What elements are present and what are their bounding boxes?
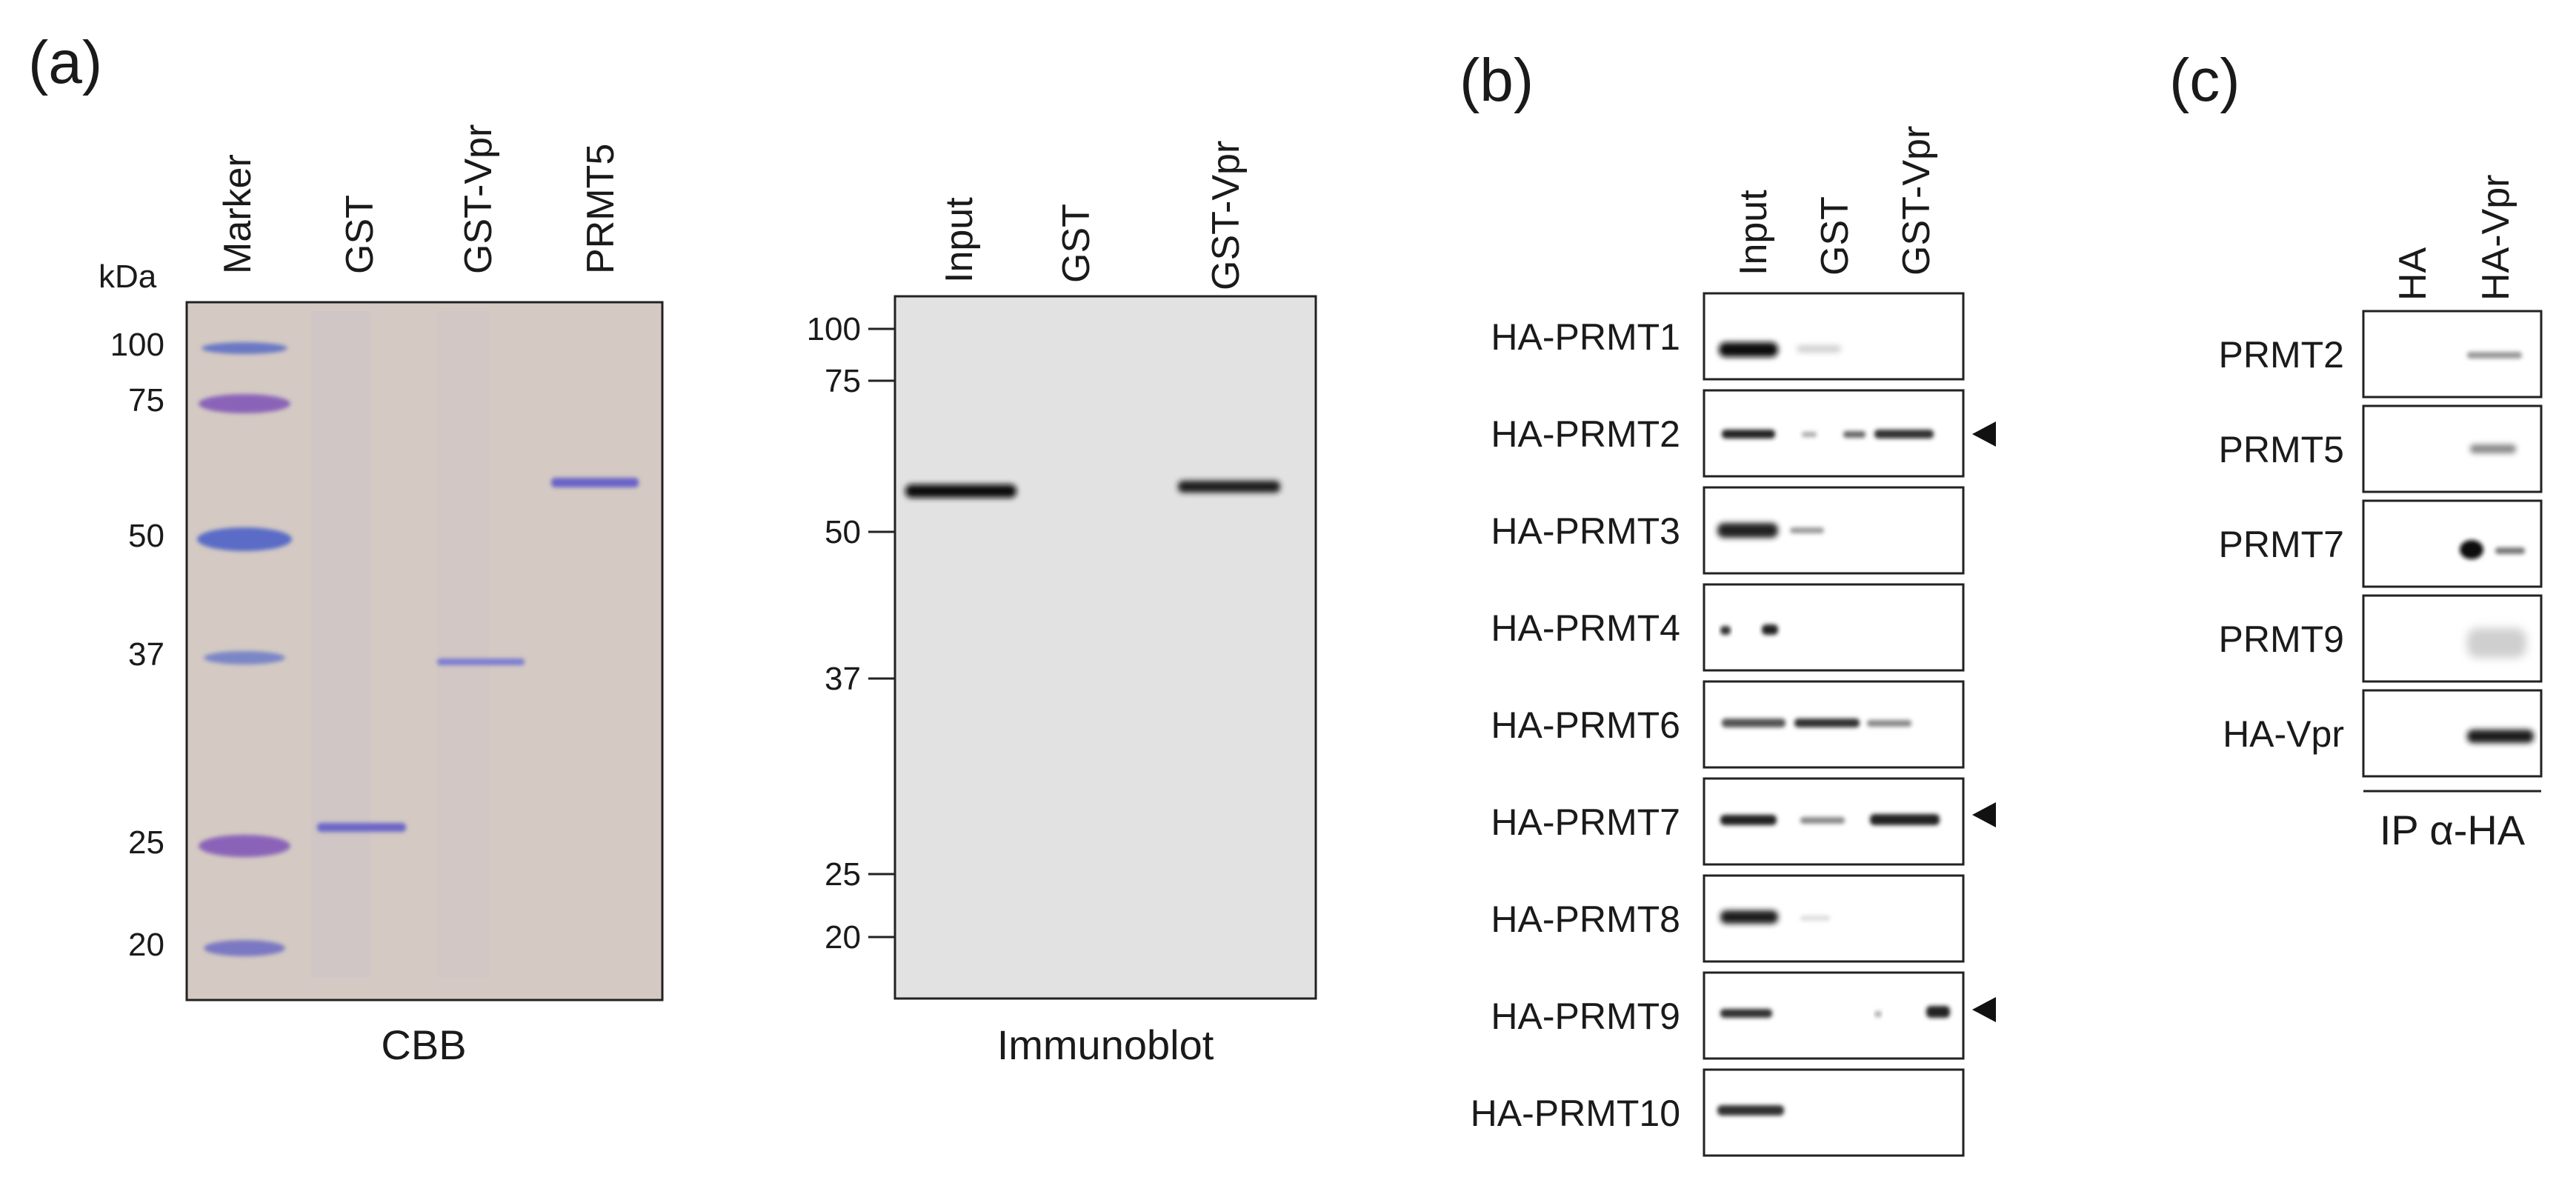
band: [1797, 345, 1841, 353]
cbb-band-gst: [317, 823, 406, 832]
band: [1802, 432, 1817, 437]
cbb-marker-label: 25: [128, 824, 164, 861]
pc-lane-label: HA: [2392, 247, 2434, 301]
cbb-smear: [311, 311, 489, 978]
ib-lane-label: GST-Vpr: [1205, 141, 1248, 290]
arrowhead-icon: [1972, 802, 1996, 827]
blot-box: [2362, 499, 2543, 588]
marker-band: [202, 342, 287, 354]
cbb-lane-label: Marker: [216, 154, 259, 274]
ib-marker-label: 20: [825, 919, 861, 956]
band: [1720, 1009, 1772, 1018]
band: [2495, 547, 2525, 554]
band: [1843, 431, 1866, 438]
ib-lane-label: Input: [938, 197, 981, 283]
pb-lane-label: GST: [1814, 196, 1857, 276]
pb-row-label: HA-PRMT4: [1491, 607, 1680, 649]
pc-row-label: PRMT2: [2219, 334, 2344, 376]
pc-blot-boxes: [2362, 310, 2543, 778]
ib-ticks: [868, 327, 895, 939]
panel-c-letter: (c): [2169, 47, 2240, 114]
cbb-marker-label: 20: [128, 927, 164, 963]
pb-row-label: HA-PRMT6: [1491, 704, 1680, 746]
pc-lane-label: HA-Vpr: [2475, 175, 2517, 301]
marker-band: [197, 527, 292, 551]
band: [1874, 1011, 1882, 1017]
band: [1719, 342, 1778, 357]
cbb-marker-label: 50: [128, 518, 164, 554]
pb-lane-label: Input: [1732, 190, 1775, 276]
cbb-lane-label: PRMT5: [579, 144, 622, 274]
band: [1874, 430, 1934, 439]
band: [1867, 720, 1911, 727]
marker-band: [199, 835, 290, 857]
band: [2467, 730, 2534, 743]
pc-row-label: PRMT5: [2219, 429, 2344, 470]
cbb-band-gst-vpr: [437, 659, 525, 665]
pc-caption: IP α-HA: [2380, 807, 2526, 853]
band: [1800, 817, 1845, 824]
arrowhead-icon: [1972, 421, 1996, 447]
pb-row-label: HA-PRMT8: [1491, 899, 1680, 940]
band: [1794, 719, 1860, 727]
pb-bands: [1717, 342, 1950, 1116]
band: [1722, 719, 1785, 727]
band: [1722, 430, 1775, 439]
pc-bands: [2460, 352, 2534, 743]
pb-lane-label: GST-Vpr: [1895, 126, 1938, 276]
blot-box: [1703, 583, 1965, 672]
cbb-marker-label: 37: [128, 636, 164, 673]
cbb-lane-label: GST: [339, 195, 382, 274]
cbb-unit-label: kDa: [99, 259, 157, 295]
panel-a-letter: (a): [28, 29, 102, 96]
ib-marker-label: 100: [807, 311, 861, 347]
pb-row-label: HA-PRMT9: [1491, 996, 1680, 1037]
cbb-gel: [185, 301, 664, 1001]
cbb-marker-label: 75: [128, 382, 164, 419]
cbb-lane-label: GST-Vpr: [457, 124, 500, 274]
immunoblot-membrane: [893, 295, 1317, 1000]
band: [2460, 540, 2483, 559]
ib-marker-label: 37: [825, 661, 861, 697]
band: [1790, 527, 1824, 533]
marker-band: [204, 940, 285, 956]
band: [1926, 1006, 1950, 1018]
ib-band-input: [905, 484, 1016, 498]
ib-marker-label: 50: [825, 514, 861, 550]
band: [2467, 628, 2526, 658]
band: [2470, 444, 2516, 453]
pb-row-label: HA-PRMT10: [1471, 1093, 1680, 1134]
immunoblot-caption: Immunoblot: [997, 1021, 1214, 1068]
pb-row-label: HA-PRMT3: [1491, 510, 1680, 552]
band: [1717, 1105, 1784, 1116]
marker-band: [199, 394, 290, 413]
pb-row-label: HA-PRMT2: [1491, 413, 1680, 455]
band: [1717, 523, 1778, 538]
pb-row-label: HA-PRMT7: [1491, 801, 1680, 843]
ib-lane-label: GST: [1055, 204, 1098, 283]
cbb-marker-label: 100: [110, 327, 164, 363]
arrowhead-icon: [1972, 997, 1996, 1022]
blot-box: [1703, 292, 1965, 381]
ib-marker-label: 25: [825, 856, 861, 893]
ib-band-gst-vpr: [1178, 481, 1280, 493]
cbb-caption: CBB: [381, 1021, 466, 1068]
band: [1720, 910, 1778, 924]
band: [1720, 626, 1731, 635]
pc-row-label: HA-Vpr: [2223, 713, 2344, 755]
band: [1800, 916, 1830, 921]
pc-row-label: PRMT7: [2219, 524, 2344, 565]
panel-b-letter: (b): [1460, 47, 1534, 114]
marker-band: [204, 651, 285, 664]
cbb-marker-bands: [197, 342, 292, 956]
band: [1720, 815, 1777, 825]
band: [2467, 352, 2522, 359]
ib-marker-label: 75: [825, 363, 861, 399]
band: [1870, 814, 1940, 825]
cbb-band-prmt5: [551, 478, 639, 487]
pc-row-label: PRMT9: [2219, 619, 2344, 660]
pb-row-label: HA-PRMT1: [1491, 316, 1680, 358]
band: [1762, 624, 1778, 635]
